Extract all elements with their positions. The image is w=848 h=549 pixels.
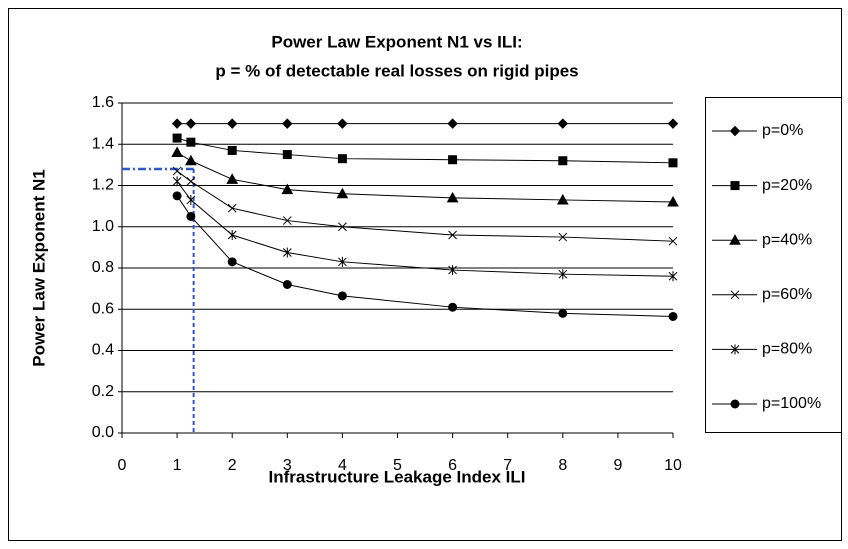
marker [730,181,740,191]
x-tick-label: 8 [558,457,567,474]
marker [668,311,678,321]
marker [667,195,679,207]
marker [172,166,182,176]
marker [282,118,293,129]
y-tick-label: 0.4 [92,342,114,359]
series-line [176,170,674,242]
marker [667,118,679,129]
y-tick-label: 0.0 [92,424,114,441]
marker [227,257,237,267]
marker [730,344,740,355]
marker [172,191,182,201]
chart-border [8,8,842,541]
marker [448,265,457,276]
legend-label: p=40% [762,231,812,248]
marker [337,154,347,164]
x-tick-label: 9 [613,457,622,474]
marker [337,118,348,129]
marker [447,118,458,129]
marker [337,291,347,301]
legend-label: p=0% [762,122,803,139]
marker [729,234,741,245]
x-tick-label: 0 [118,457,127,474]
x-tick-label: 10 [664,457,682,474]
marker [186,177,196,186]
marker [730,290,740,300]
marker [227,203,237,213]
marker [729,125,741,137]
marker [185,118,197,129]
marker [556,193,569,205]
x-tick-label: 2 [228,457,237,474]
marker [668,236,678,246]
marker [448,230,457,240]
y-tick-label: 0.8 [92,259,114,276]
marker [282,247,292,258]
marker [172,133,182,143]
y-tick-label: 0.6 [92,300,114,317]
marker [338,256,347,267]
legend-label: p=100% [762,395,821,412]
marker [185,154,197,166]
marker [282,280,292,289]
series-line [176,137,674,164]
legend-label: p=80% [762,341,812,358]
marker [448,302,458,312]
marker [227,145,237,155]
series-line [176,195,674,317]
legend-label: p=60% [762,286,812,303]
marker [282,216,292,225]
x-axis-label: Infrastructure Leakage Index ILI [269,467,526,486]
marker [171,146,183,157]
x-tick-label: 6 [448,457,457,474]
marker [186,211,196,221]
marker [557,118,569,129]
marker [282,150,292,160]
marker [227,230,237,240]
y-tick-label: 1.4 [92,135,114,152]
x-tick-label: 5 [393,457,402,474]
x-tick-label: 3 [283,457,292,474]
marker [558,269,568,280]
series-line [176,181,674,277]
x-tick-label: 4 [338,457,347,474]
marker [668,158,678,168]
y-tick-label: 0.2 [92,383,114,400]
marker [336,187,349,199]
legend-box [705,97,842,433]
chart-title: Power Law Exponent N1 vs ILI: [271,32,522,51]
marker [171,118,183,129]
legend-label: p=20% [762,177,812,194]
marker [448,155,458,165]
y-tick-label: 1.0 [92,218,114,235]
y-tick-label: 1.6 [92,94,114,111]
marker [730,399,740,409]
marker [186,137,196,147]
marker [281,183,294,195]
marker [226,118,238,129]
marker [558,232,568,242]
marker [338,222,347,232]
marker [558,156,568,166]
x-tick-label: 7 [503,457,512,474]
marker [446,191,459,203]
series-line [176,152,674,203]
chart-title: p = % of detectable real losses on rigid… [215,61,578,80]
marker [558,308,568,318]
marker [668,271,678,282]
y-tick-label: 1.2 [92,177,114,194]
x-tick-label: 1 [173,457,182,474]
marker [226,173,239,184]
marker [186,194,196,205]
y-axis-label: Power Law Exponent N1 [29,169,48,366]
marker [172,176,182,187]
